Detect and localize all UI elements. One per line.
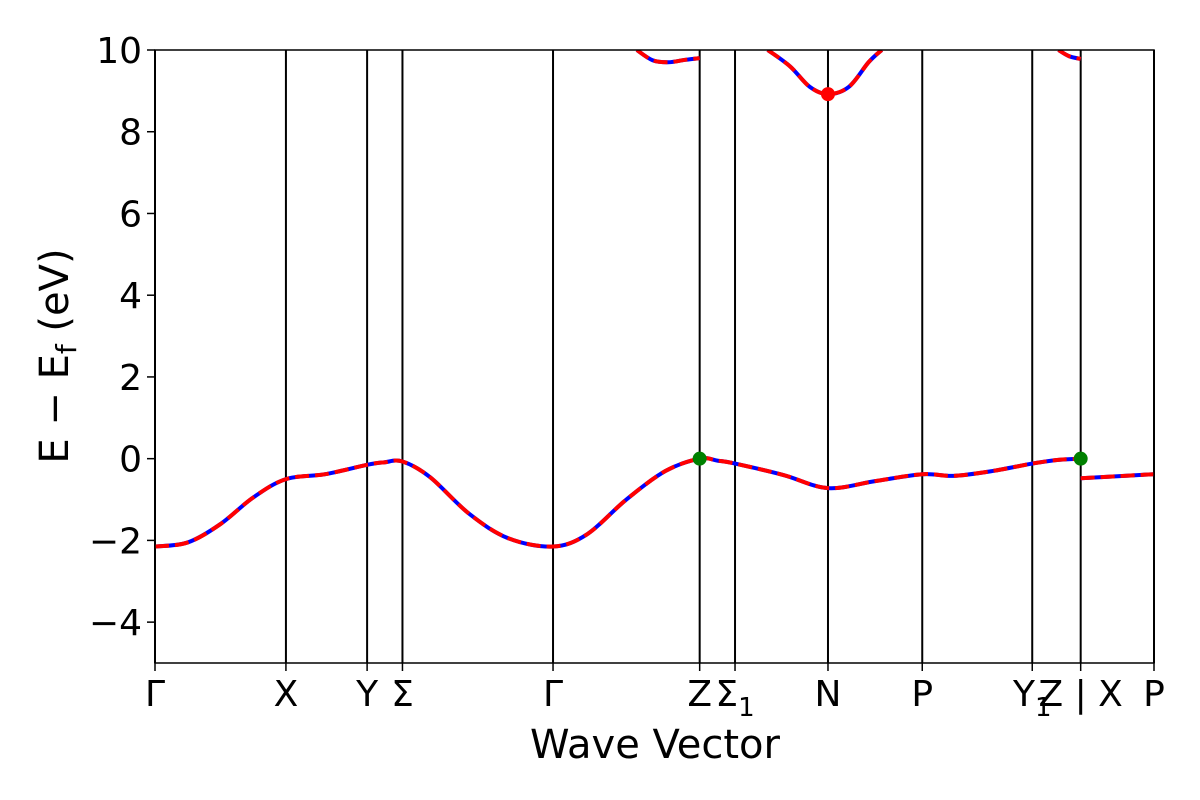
band-lines xyxy=(155,50,1154,549)
band-0-segment-0 xyxy=(155,456,1081,549)
y-tick-label-5: 6 xyxy=(119,194,142,235)
plot-frame xyxy=(154,49,1155,664)
kpoint-vertical-lines xyxy=(154,50,1155,663)
y-tick-label-7: 10 xyxy=(96,31,142,72)
band-0-segment-4-overlay xyxy=(1057,50,1082,61)
x-tick-label-4: Γ xyxy=(543,674,563,715)
marker-1 xyxy=(1073,451,1088,466)
y-tick-label-1: −2 xyxy=(89,521,142,562)
x-tick-label-7: N xyxy=(815,674,842,715)
band-0-segment-2-overlay xyxy=(635,50,700,65)
band-0-segment-1-overlay xyxy=(1080,472,1154,481)
marker-0 xyxy=(692,451,707,466)
y-tick-label-2: 0 xyxy=(119,440,142,481)
marker-2 xyxy=(820,87,835,102)
x-tick-label-5: Z xyxy=(687,674,712,715)
y-tick-label-3: 2 xyxy=(119,358,142,399)
x-tick-label-10: Z | X xyxy=(1039,674,1123,715)
y-axis-ticks: −4 −2 0 2 4 6 8 10 xyxy=(89,31,155,644)
band-0-segment-3 xyxy=(766,50,884,97)
x-tick-label-0: Γ xyxy=(145,674,165,715)
extremum-markers xyxy=(692,87,1088,466)
x-tick-label-1: X xyxy=(274,674,299,715)
x-tick-label-8: P xyxy=(911,674,933,715)
y-axis-title: E − Ef (eV) xyxy=(32,248,83,463)
band-0-segment-0-overlay xyxy=(155,456,1081,549)
x-tick-label-2: Y xyxy=(355,674,379,715)
y-tick-label-0: −4 xyxy=(89,603,142,644)
band-0-segment-3-overlay xyxy=(766,50,884,97)
x-tick-label-6: Σ1 xyxy=(715,674,754,723)
y-tick-label-6: 8 xyxy=(119,113,142,154)
x-tick-label-11: P xyxy=(1143,674,1165,715)
x-tick-label-3: Σ xyxy=(391,674,414,715)
x-axis-title: Wave Vector xyxy=(530,722,781,768)
y-tick-label-4: 4 xyxy=(119,276,142,317)
